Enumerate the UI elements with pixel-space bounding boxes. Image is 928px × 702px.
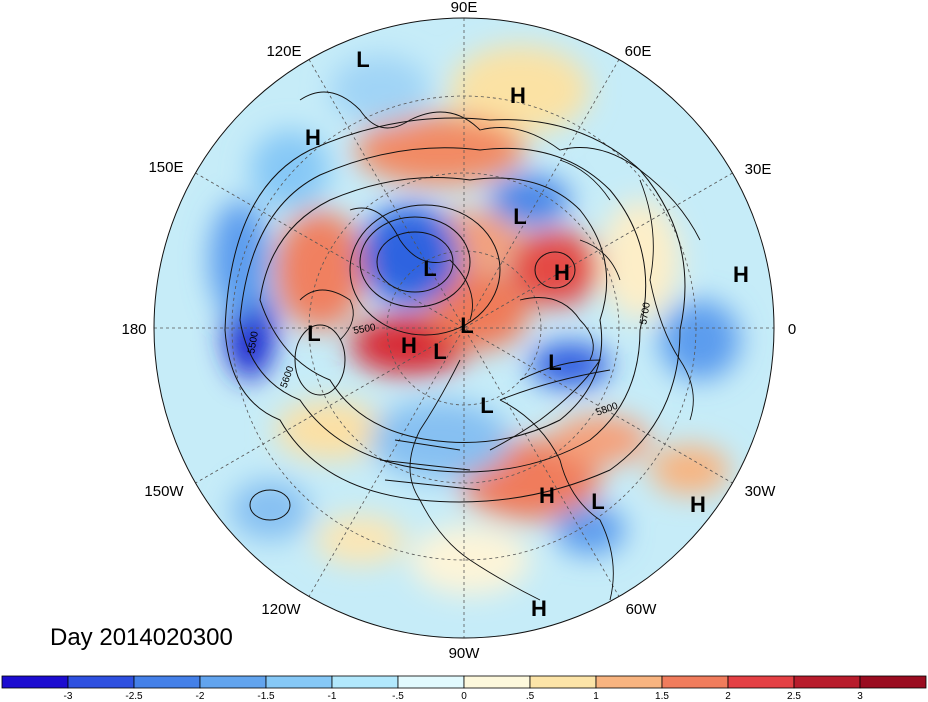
height-contours: [224, 117, 686, 521]
colorbar: -3 -2.5 -2 -1.5 -1 -.5 0 .5 1 1.5 2 2.5 3: [1, 675, 927, 702]
pressure-centers: L H H L L H H L H L L L L H L H H: [305, 47, 749, 621]
lon-label-0: 0: [788, 321, 796, 338]
lon-label-30w: 30W: [745, 483, 777, 500]
lon-label-120e: 120E: [266, 43, 301, 60]
colorbar-box: [133, 675, 201, 689]
colorbar-tick-label: -1: [328, 691, 337, 702]
colorbar-tick-label: 1: [593, 691, 599, 702]
colorbar-box: [67, 675, 135, 689]
colorbar-box: [1, 675, 69, 689]
pressure-center-high: H: [531, 596, 547, 621]
contour-label: 5700: [638, 301, 653, 325]
pressure-center-low: L: [548, 350, 561, 375]
colorbar-tick-label: -2: [196, 691, 205, 702]
colorbar-box: [661, 675, 729, 689]
pressure-center-low: L: [307, 321, 320, 346]
contour-label: 5500: [353, 322, 377, 337]
pressure-center-low: L: [460, 313, 473, 338]
colorbar-box: [463, 675, 531, 689]
pressure-center-high: H: [733, 262, 749, 287]
pressure-center-high: H: [401, 333, 417, 358]
colorbar-boxes: [1, 675, 927, 689]
pressure-center-low: L: [480, 393, 493, 418]
pressure-center-high: H: [305, 125, 321, 150]
colorbar-tick-label: 2.5: [787, 691, 801, 702]
pressure-center-low: L: [423, 256, 436, 281]
lon-label-180: 180: [121, 321, 146, 338]
pressure-center-high: H: [554, 260, 570, 285]
pressure-center-low: L: [513, 204, 526, 229]
colorbar-tick-label: 0: [461, 691, 467, 702]
lon-label-30e: 30E: [745, 161, 772, 178]
colorbar-tick-label: -2.5: [125, 691, 143, 702]
colorbar-tick-label: 1.5: [655, 691, 669, 702]
lon-label-120w: 120W: [261, 601, 301, 618]
day-label: Day 2014020300: [50, 624, 233, 651]
lon-label-150w: 150W: [144, 483, 184, 500]
colorbar-box: [793, 675, 861, 689]
pressure-center-high: H: [510, 83, 526, 108]
lon-label-60e: 60E: [625, 43, 652, 60]
colorbar-tick-label: -3: [64, 691, 73, 702]
lon-label-60w: 60W: [626, 601, 658, 618]
colorbar-box: [859, 675, 927, 689]
colorbar-tick-label: -1.5: [257, 691, 275, 702]
colorbar-tick-label: 3: [857, 691, 863, 702]
lon-label-90w: 90W: [449, 645, 481, 662]
anomaly-shading: [154, 18, 774, 638]
pressure-center-low: L: [433, 339, 446, 364]
map-boundary: [153, 17, 775, 639]
pressure-center-high: H: [539, 483, 555, 508]
contour-labels: 5500 5600 5500 5700 5800: [246, 301, 653, 418]
colorbar-tick-label: .5: [526, 691, 535, 702]
colorbar-box: [265, 675, 333, 689]
colorbar-box: [199, 675, 267, 689]
longitude-labels: 90E 60E 30E 0 30W 60W 90W 120W 150W 180 …: [121, 0, 796, 662]
colorbar-tick-label: -.5: [392, 691, 404, 702]
contour-label: 5500: [246, 330, 261, 354]
pressure-center-low: L: [356, 47, 369, 72]
colorbar-box: [727, 675, 795, 689]
colorbar-tick-labels: -3 -2.5 -2 -1.5 -1 -.5 0 .5 1 1.5 2 2.5 3: [64, 691, 864, 702]
pressure-center-high: H: [690, 492, 706, 517]
colorbar-tick-label: 2: [725, 691, 731, 702]
pressure-center-low: L: [591, 489, 604, 514]
lon-label-90e: 90E: [451, 0, 478, 16]
colorbar-box: [397, 675, 465, 689]
colorbar-box: [331, 675, 399, 689]
colorbar-box: [529, 675, 597, 689]
lon-label-150e: 150E: [148, 159, 183, 176]
colorbar-box: [595, 675, 663, 689]
